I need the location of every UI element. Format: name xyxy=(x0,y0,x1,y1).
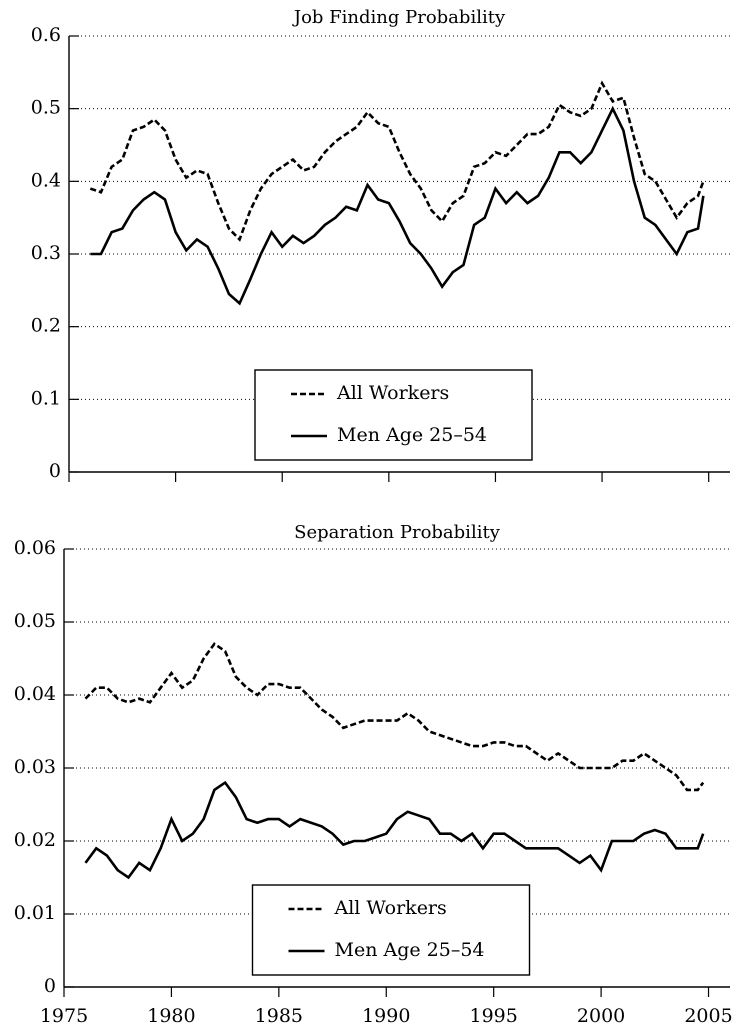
y-tick-label: 0.02 xyxy=(14,829,56,851)
y-tick-label: 0.5 xyxy=(31,97,61,119)
y-tick-label: 0 xyxy=(44,975,56,997)
y-tick-label: 0.06 xyxy=(14,537,56,559)
y-tick-label: 0.3 xyxy=(31,242,61,264)
legend-box xyxy=(251,884,531,976)
y-tick-label: 0 xyxy=(49,460,61,482)
y-tick-label: 0.04 xyxy=(14,683,56,705)
x-tick-label: 1980 xyxy=(147,1005,195,1027)
y-tick-label: 0.2 xyxy=(31,315,61,337)
legend-box xyxy=(254,369,533,461)
y-tick-label: 0.6 xyxy=(31,24,61,46)
chart-title: Separation Probability xyxy=(294,522,501,543)
series-line xyxy=(84,780,705,880)
series-line xyxy=(84,642,705,792)
x-tick-label: 1985 xyxy=(255,1005,303,1027)
chart-title: Job Finding Probability xyxy=(292,7,506,28)
x-tick-label: 1995 xyxy=(469,1005,517,1027)
x-tick-label: 2000 xyxy=(577,1005,625,1027)
legend-label: Men Age 25–54 xyxy=(335,939,485,961)
y-tick-label: 0.1 xyxy=(31,387,61,409)
y-tick-label: 0.03 xyxy=(14,756,56,778)
y-tick-label: 0.4 xyxy=(31,169,61,191)
y-tick-label: 0.01 xyxy=(14,902,56,924)
y-tick-label: 0.05 xyxy=(14,610,56,632)
legend-label: Men Age 25–54 xyxy=(337,424,487,446)
series-line xyxy=(90,105,705,306)
x-tick-label: 1990 xyxy=(362,1005,410,1027)
legend-label: All Workers xyxy=(334,897,447,919)
series-line xyxy=(89,80,705,242)
x-tick-label: 2005 xyxy=(684,1005,732,1027)
x-tick-label: 1975 xyxy=(40,1005,88,1027)
legend-label: All Workers xyxy=(336,382,449,404)
